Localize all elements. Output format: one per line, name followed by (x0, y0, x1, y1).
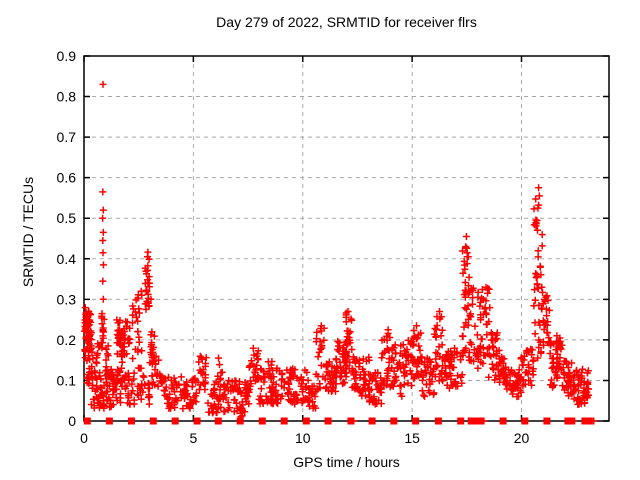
y-tick-label: 0.4 (57, 251, 77, 267)
zero-marker (467, 417, 475, 425)
data-points (81, 80, 598, 425)
x-tick-label: 5 (189, 430, 197, 446)
y-tick-label: 0.6 (57, 170, 77, 186)
zero-marker (568, 417, 576, 425)
zero-marker (521, 417, 529, 425)
zero-marker (390, 417, 398, 425)
y-tick-label: 0.2 (57, 332, 77, 348)
zero-marker (324, 417, 332, 425)
zero-marker (258, 417, 266, 425)
zero-marker (236, 417, 244, 425)
y-tick-label: 0.3 (57, 291, 77, 307)
y-tick-label: 0.8 (57, 89, 77, 105)
zero-marker (412, 417, 420, 425)
zero-marker (499, 417, 507, 425)
x-tick-label: 20 (514, 430, 530, 446)
y-tick-label: 0 (68, 413, 76, 429)
zero-marker (457, 417, 465, 425)
zero-marker (128, 417, 135, 425)
plot-border (83, 55, 610, 422)
chart-title: Day 279 of 2022, SRMTID for receiver flr… (216, 14, 477, 30)
x-tick-label: 0 (80, 430, 88, 446)
zero-marker (368, 417, 376, 425)
x-tick-label: 10 (295, 430, 311, 446)
x-tick-label: 15 (404, 430, 420, 446)
zero-marker (585, 417, 593, 425)
zero-marker (581, 417, 589, 425)
zero-marker (171, 417, 179, 425)
y-tick-label: 0.1 (57, 372, 77, 388)
y-tick-label: 0.7 (57, 129, 77, 145)
zero-marker (434, 417, 442, 425)
x-axis-label: GPS time / hours (293, 454, 400, 470)
zero-marker (564, 417, 572, 425)
zero-marker (543, 417, 551, 425)
zero-marker (280, 417, 288, 425)
zero-marker (193, 417, 201, 425)
y-tick-label: 0.5 (57, 210, 77, 226)
zero-marker (149, 417, 157, 425)
zero-marker (302, 417, 310, 425)
zero-marker (214, 417, 222, 425)
zero-marker (477, 417, 485, 425)
zero-marker (105, 417, 113, 425)
zero-marker (83, 417, 91, 425)
y-tick-label: 0.9 (57, 48, 77, 64)
zero-marker (347, 417, 355, 425)
